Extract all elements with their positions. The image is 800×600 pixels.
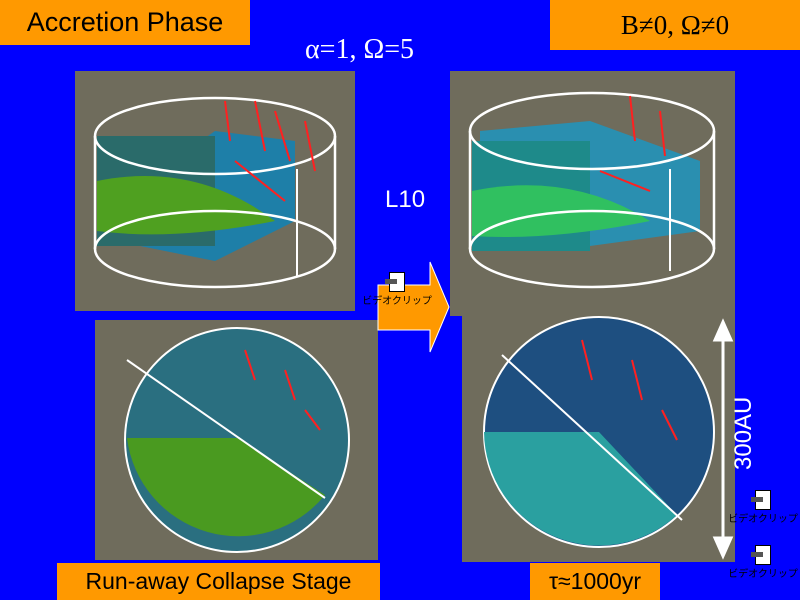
condition-box: B≠0, Ω≠0	[550, 0, 800, 50]
slide-title: Accretion Phase	[26, 7, 224, 37]
video-clip-icon	[385, 272, 405, 292]
model-label: L10	[385, 186, 426, 213]
cylinder-3d-view	[468, 91, 716, 289]
video-clip-label: ビデオクリップ	[362, 296, 432, 307]
bottom-right-caption: τ≈1000yr	[548, 568, 642, 594]
video-clip-1[interactable]: ビデオクリップ	[362, 272, 432, 307]
parameters-label: α=1, Ω=5	[305, 34, 415, 65]
video-clip-icon	[751, 490, 771, 510]
cylinder-3d-view	[93, 96, 337, 289]
simulation-panel-top-left	[75, 71, 355, 311]
simulation-panel-top-right	[450, 71, 735, 316]
video-clip-icon	[751, 545, 771, 565]
video-clip-2[interactable]: ビデオクリップ	[728, 490, 798, 525]
video-clip-label: ビデオクリップ	[728, 569, 798, 580]
condition-label: B≠0, Ω≠0	[620, 9, 730, 40]
bottom-left-caption: Run-away Collapse Stage	[85, 568, 352, 594]
disk-top-view	[124, 327, 350, 553]
video-clip-3[interactable]: ビデオクリップ	[728, 545, 798, 580]
simulation-panel-bottom-right	[462, 300, 735, 562]
disk-top-view	[483, 316, 715, 548]
simulation-panel-bottom-left	[95, 320, 378, 560]
video-clip-label: ビデオクリップ	[728, 514, 798, 525]
bottom-right-caption-box: τ≈1000yr	[530, 563, 660, 600]
scale-label: 300AU	[730, 396, 757, 470]
bottom-left-caption-box: Run-away Collapse Stage	[57, 563, 380, 600]
title-box: Accretion Phase	[0, 0, 250, 45]
